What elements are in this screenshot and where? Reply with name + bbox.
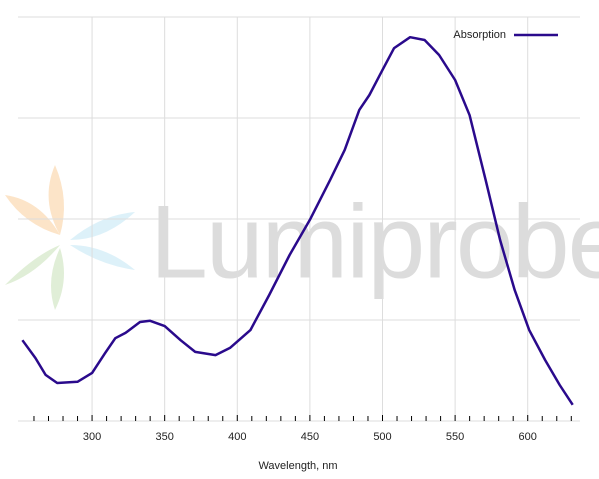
x-axis-label: Wavelength, nm [258, 460, 337, 472]
logo-petals [5, 165, 135, 310]
x-tick-label: 550 [446, 431, 464, 443]
legend-label: Absorption [453, 29, 506, 41]
watermark: Lumiprobe [150, 184, 599, 300]
x-tick-label: 500 [373, 431, 391, 443]
x-tick-label: 400 [228, 431, 246, 443]
x-tick-label: 300 [83, 431, 101, 443]
x-tick-label: 600 [519, 431, 537, 443]
line-series [21, 35, 574, 406]
x-tick-label: 350 [155, 431, 173, 443]
x-tick-label: 450 [301, 431, 319, 443]
